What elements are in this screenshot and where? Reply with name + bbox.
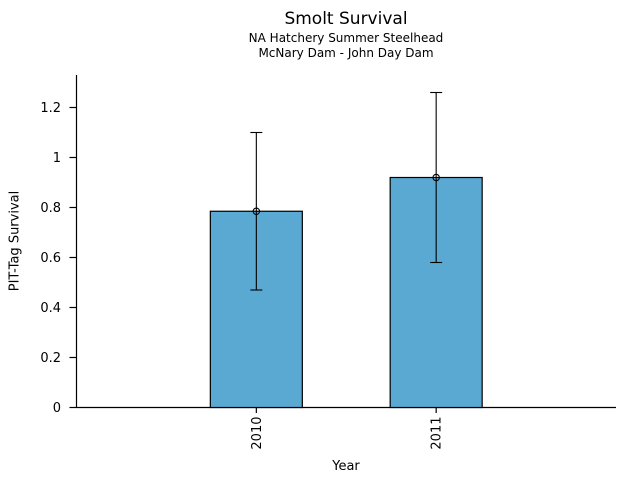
y-tick-label: 0.2: [40, 351, 61, 366]
chart-subtitle-line-2: McNary Dam - John Day Dam: [258, 45, 434, 60]
x-tick-label-2011: 2011: [430, 417, 445, 450]
point-marker-2011: [432, 173, 440, 182]
chart-subtitle-line-1: NA Hatchery Summer Steelhead: [248, 30, 444, 45]
y-tick-label: 0.6: [40, 251, 61, 266]
y-tick-label: 1: [53, 151, 61, 166]
y-tick-label: 0.4: [40, 301, 61, 316]
y-tick-label: 1.2: [40, 101, 61, 116]
x-axis-label: Year: [332, 459, 360, 474]
chart-header: Smolt Survival NA Hatchery Summer Steelh…: [76, 9, 616, 61]
y-tick-label: 0.8: [40, 201, 61, 216]
x-tick-label-2010: 2010: [250, 417, 265, 450]
point-marker-2010: [252, 207, 261, 216]
y-tick-label: 0: [53, 401, 61, 416]
chart-title: Smolt Survival: [284, 9, 408, 29]
